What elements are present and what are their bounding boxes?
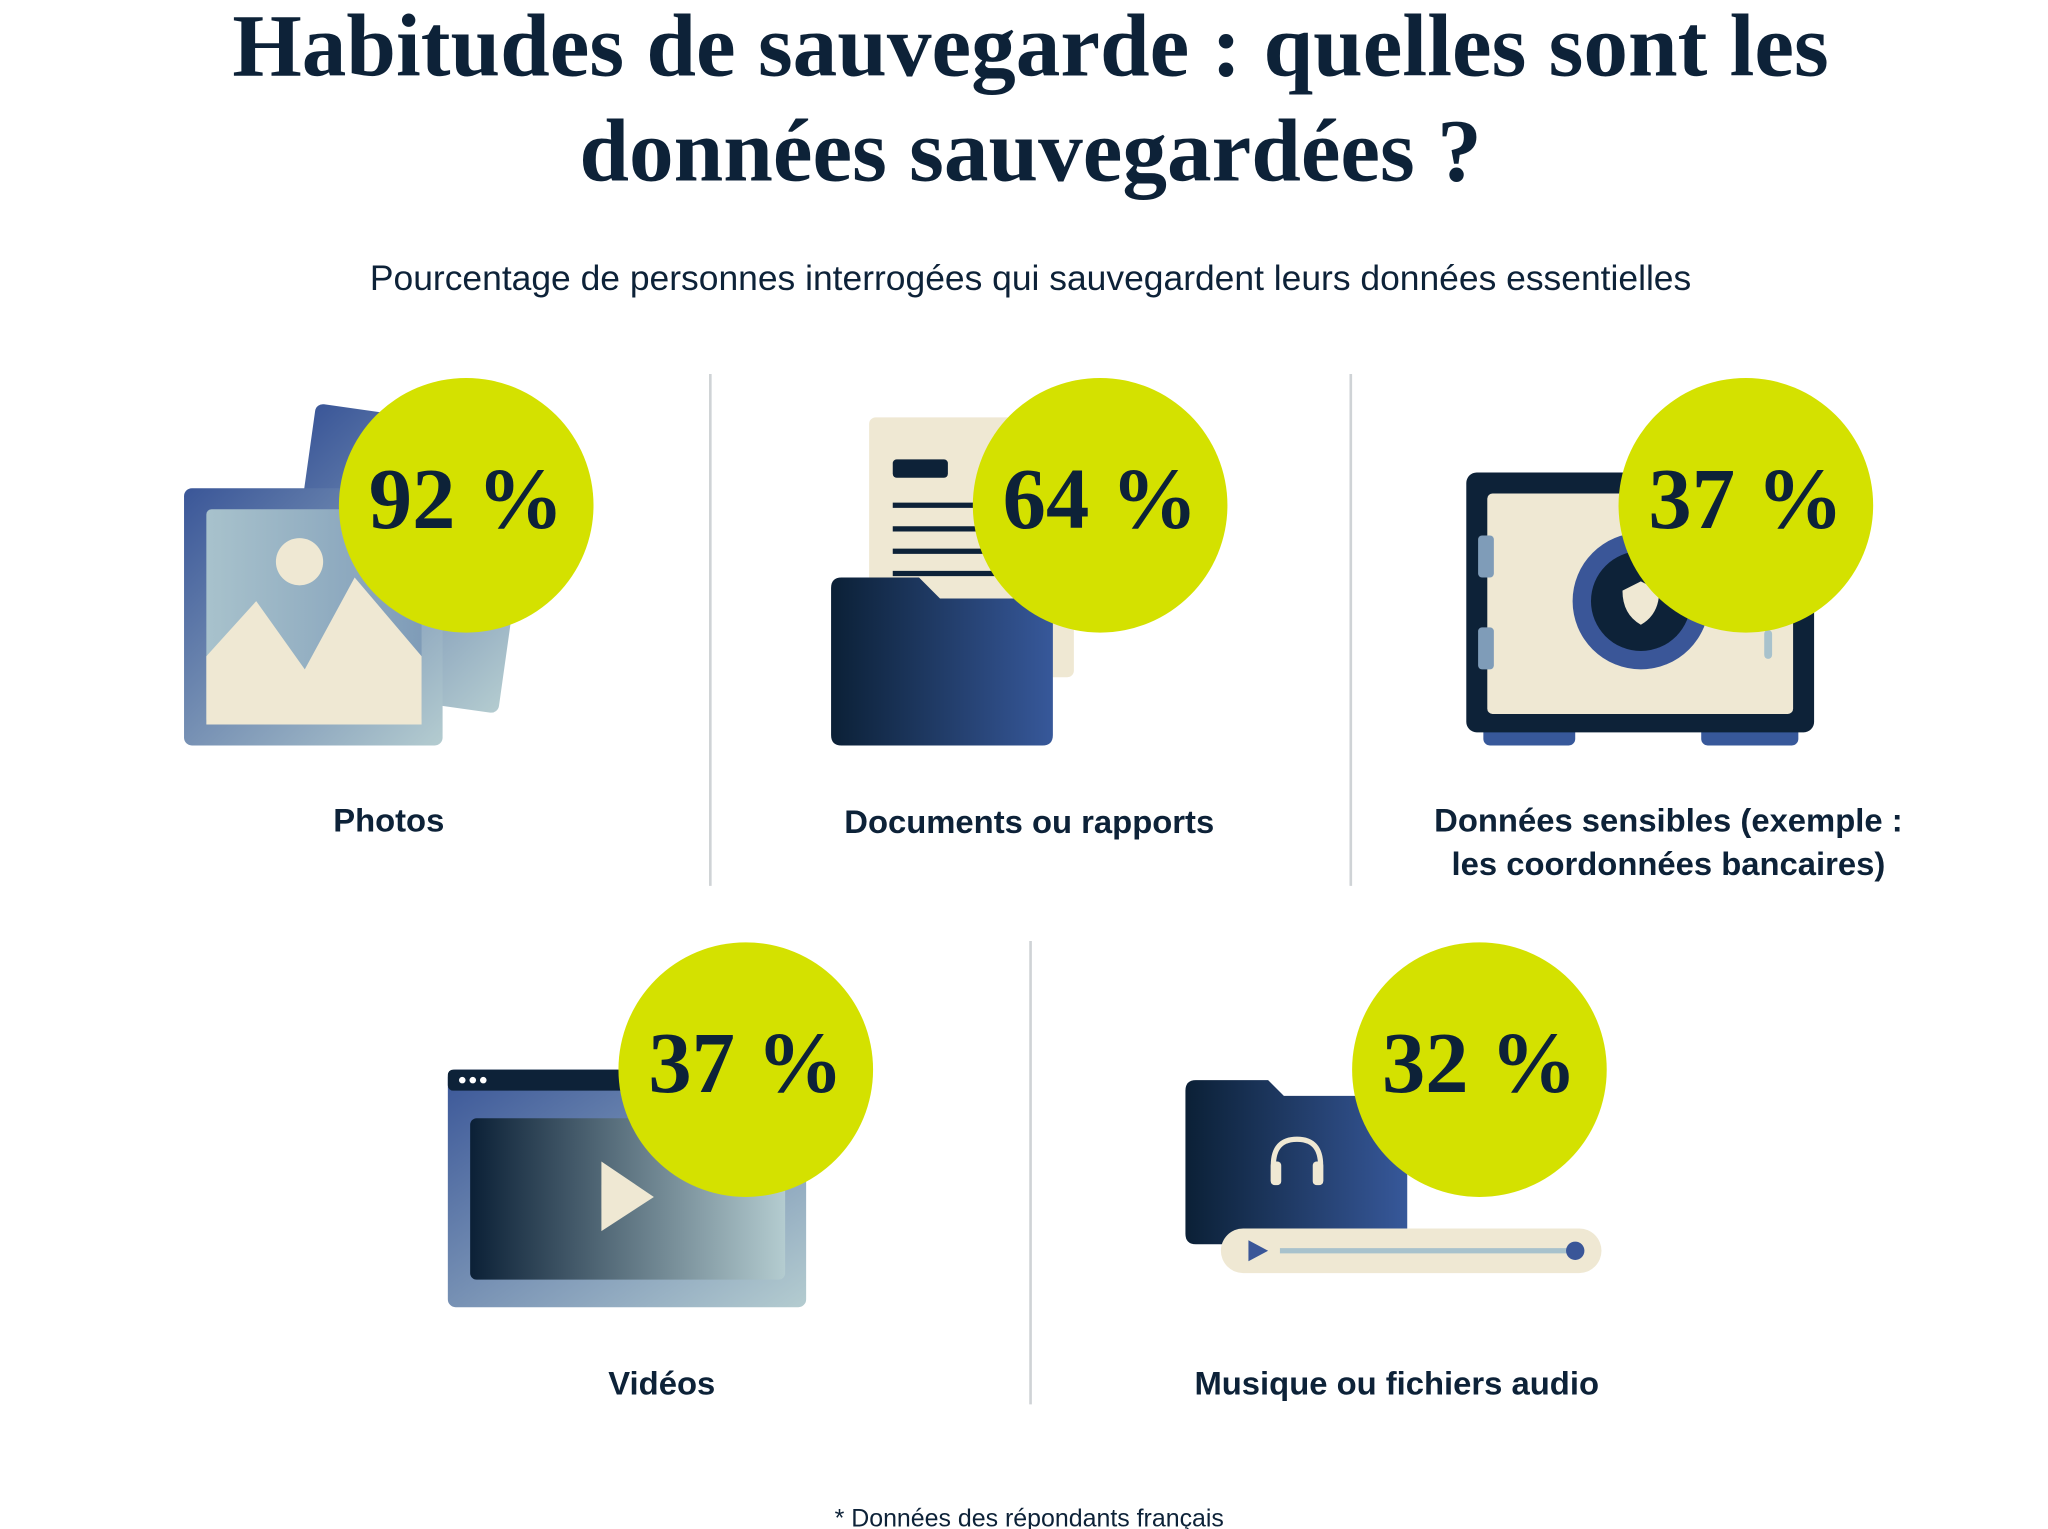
percent-badge xyxy=(618,942,874,1197)
percent-value: 37 % xyxy=(1648,451,1843,547)
percent-value: 64 % xyxy=(1003,451,1198,547)
percent-badge xyxy=(972,377,1228,633)
dividers xyxy=(709,374,1353,1405)
percent-badge xyxy=(1352,942,1607,1197)
percent-value: 37 % xyxy=(648,1015,843,1111)
footnote: * Données des répondants français xyxy=(835,1504,1224,1529)
item-label: Documents ou rapports xyxy=(844,803,1214,840)
percent-badge xyxy=(1618,377,1874,633)
title-line: Habitudes de sauvegarde : quelles sont l… xyxy=(232,0,1828,96)
subtitle: Pourcentage de personnes interrogées qui… xyxy=(370,258,1691,298)
music-icon xyxy=(1185,1080,1602,1274)
item-label: Données sensibles (exemple : xyxy=(1434,802,1902,839)
item-label: Photos xyxy=(333,802,444,839)
percent-badge xyxy=(338,377,594,633)
item-label: les coordonnées bancaires) xyxy=(1452,845,1886,882)
title-line: données sauvegardées ? xyxy=(579,102,1481,201)
percent-value: 92 % xyxy=(369,451,564,547)
item-label: Musique ou fichiers audio xyxy=(1194,1365,1599,1402)
item-label: Vidéos xyxy=(608,1365,715,1402)
percent-value: 32 % xyxy=(1382,1015,1577,1111)
